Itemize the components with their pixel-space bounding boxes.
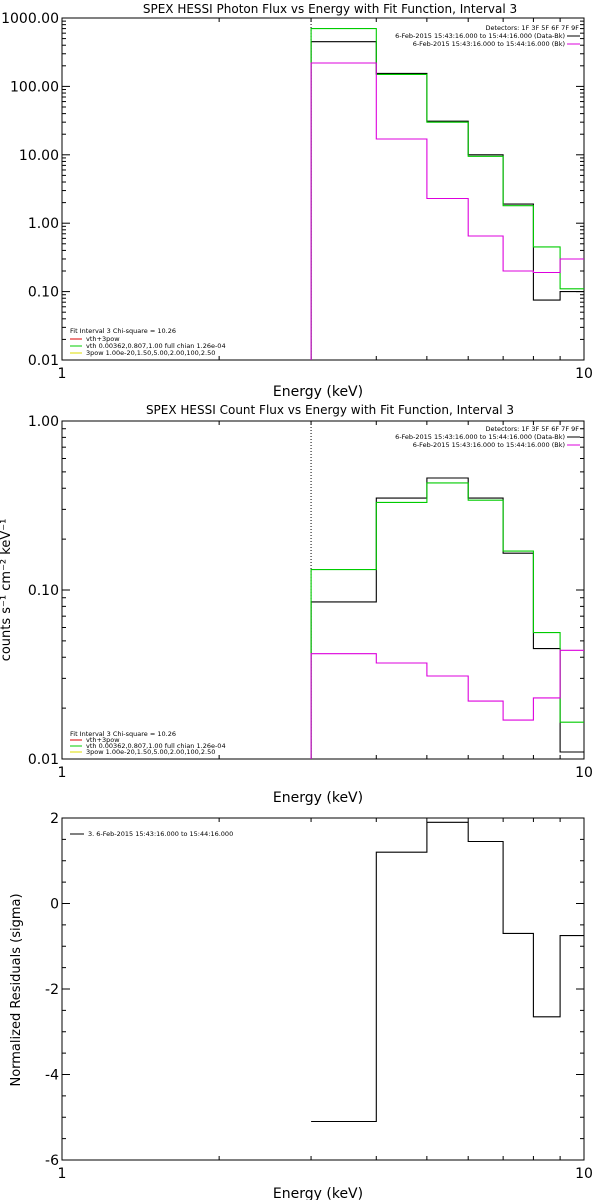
series-line-1	[310, 482, 584, 759]
x-tick-label: 10	[575, 765, 593, 781]
axis-ticks: 1 10 -6 -4 -2 0 2	[45, 811, 593, 1182]
y-tick-label: 0.10	[28, 285, 59, 301]
series-layer	[311, 821, 584, 1123]
y-tick-label: 0.01	[28, 752, 59, 768]
plot-frame	[61, 817, 585, 1161]
y-tick-label: 2	[50, 811, 59, 827]
plot-frame	[61, 420, 585, 760]
legend-fit-header: Fit Interval 3 Chi-square = 10.26	[70, 730, 176, 738]
series-line-0	[310, 477, 584, 759]
y-tick-label: -6	[45, 1153, 59, 1169]
series-line-0	[310, 41, 584, 360]
legend-bk: 6-Feb-2015 15:43:16.000 to 15:44:16.000 …	[413, 40, 565, 48]
y-axis-label: counts s⁻¹ cm⁻² keV⁻¹	[0, 519, 14, 662]
legend-3pow: 3pow 1.00e-20,1.50,5.00,2.00,100,2.50	[86, 349, 215, 357]
y-tick-label: -2	[45, 982, 59, 998]
residuals-panel: 1 10 -6 -4 -2 0 2 Energy (keV) Normalized Resi…	[9, 811, 593, 1200]
legend-vth: vth 0.00362,0.807,1.00 full chian 1.26e-…	[86, 742, 226, 750]
legend-data-bk: 6-Feb-2015 15:43:16.000 to 15:44:16.000 …	[395, 32, 565, 40]
y-tick-label: 10.00	[19, 148, 59, 164]
plot-frame	[61, 17, 585, 361]
series-line-2	[310, 649, 584, 759]
legend-right: Detectors: 1F 3F 5F 6F 7F 9F 6-Feb-2015 …	[395, 425, 580, 449]
axis-ticks: 1 10 0.01 0.10 1.00 10.00 100.00 1000.00	[1, 11, 593, 382]
y-tick-label: 100.00	[10, 79, 59, 95]
legend-vth: vth 0.00362,0.807,1.00 full chian 1.26e-…	[86, 342, 226, 350]
y-tick-label: 1000.00	[1, 11, 59, 27]
count-flux-panel: SPEX HESSI Count Flux vs Energy with Fit…	[0, 403, 593, 806]
series-line-0	[311, 821, 584, 1123]
series-layer	[310, 18, 584, 360]
chart-title: SPEX HESSI Count Flux vs Energy with Fit…	[146, 403, 514, 417]
legend-left: Fit Interval 3 Chi-square = 10.26 vth+3p…	[70, 327, 226, 357]
x-tick-label: 1	[58, 366, 67, 382]
legend-vth-3pow: vth+3pow	[86, 736, 120, 744]
y-tick-label: 1.00	[28, 414, 59, 430]
x-axis-label: Energy (keV)	[273, 790, 363, 806]
legend-bk: 6-Feb-2015 15:43:16.000 to 15:44:16.000 …	[413, 441, 565, 449]
legend-fit-header: Fit Interval 3 Chi-square = 10.26	[70, 327, 176, 335]
x-axis-label: Energy (keV)	[273, 1186, 363, 1200]
legend-detectors: Detectors: 1F 3F 5F 6F 7F 9F	[485, 24, 579, 32]
x-tick-label: 10	[575, 1166, 593, 1182]
x-axis-label: Energy (keV)	[273, 384, 363, 400]
y-tick-label: 0.10	[28, 583, 59, 599]
y-axis-label: Normalized Residuals (sigma)	[9, 893, 24, 1086]
y-tick-label: 1.00	[28, 216, 59, 232]
legend-data-bk: 6-Feb-2015 15:43:16.000 to 15:44:16.000 …	[395, 433, 565, 441]
legend-vth-3pow: vth+3pow	[86, 335, 120, 343]
y-tick-label: -4	[45, 1068, 59, 1084]
legend-detectors: Detectors: 1F 3F 5F 6F 7F 9F	[485, 425, 579, 433]
series-line-1	[310, 28, 584, 360]
photon-flux-panel: SPEX HESSI Photon Flux vs Energy with Fi…	[1, 2, 593, 400]
legend-right: Detectors: 1F 3F 5F 6F 7F 9F 6-Feb-2015 …	[395, 24, 580, 48]
y-tick-label: 0.01	[28, 353, 59, 369]
legend-interval: 3. 6-Feb-2015 15:43:16.000 to 15:44:16.0…	[88, 830, 233, 838]
legend-left: Fit Interval 3 Chi-square = 10.26 vth+3p…	[70, 730, 226, 756]
x-tick-label: 10	[575, 366, 593, 382]
series-layer	[310, 421, 584, 759]
x-tick-label: 1	[58, 1166, 67, 1182]
legend-3pow: 3pow 1.00e-20,1.50,5.00,2.00,100,2.50	[86, 748, 215, 756]
axis-ticks: 1 10 0.01 0.10 1.00	[28, 414, 593, 781]
x-tick-label: 1	[58, 765, 67, 781]
chart-title: SPEX HESSI Photon Flux vs Energy with Fi…	[143, 2, 517, 16]
y-tick-label: 0	[50, 897, 59, 913]
series-line-2	[310, 62, 584, 360]
